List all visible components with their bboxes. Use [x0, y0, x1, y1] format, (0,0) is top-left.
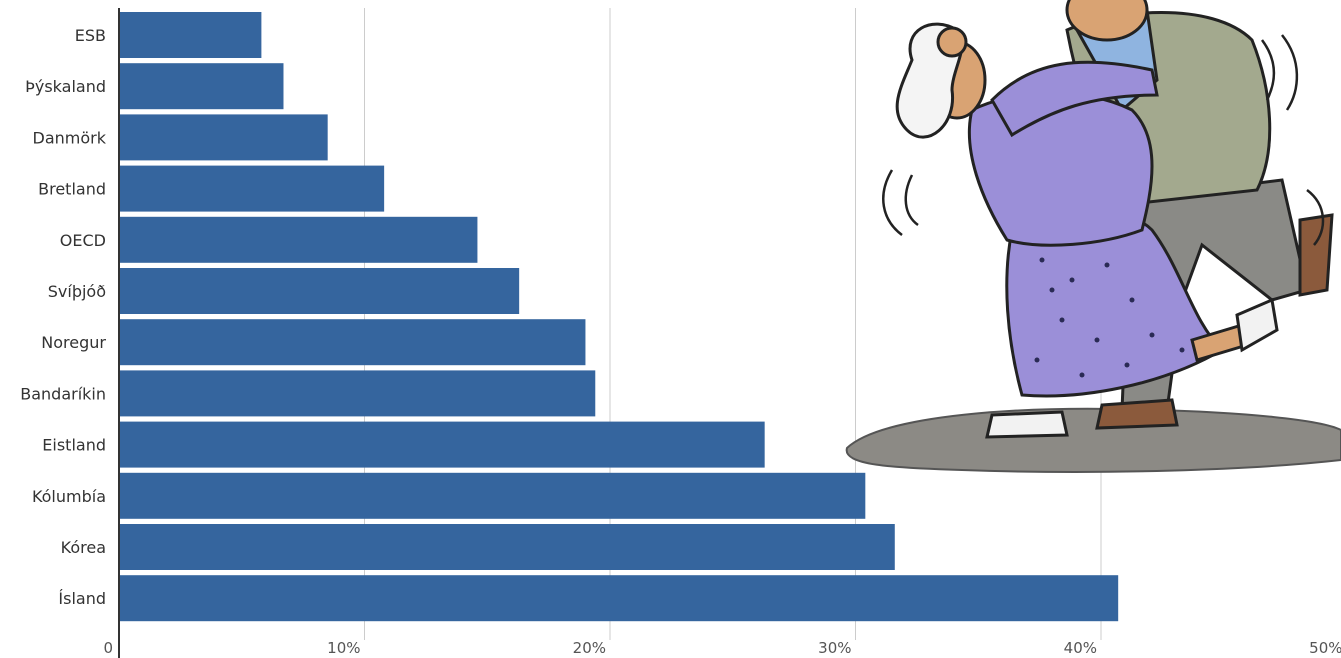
dancing-couple-illustration	[845, 0, 1341, 473]
category-label: Noregur	[41, 333, 106, 352]
x-tick-label: 40%	[1064, 639, 1097, 657]
x-tick-label: 10%	[327, 639, 360, 657]
bar-3	[120, 165, 385, 212]
bar-4	[120, 216, 478, 263]
man-head	[1065, 0, 1149, 42]
category-label: Bandaríkin	[20, 384, 106, 403]
dress-dots	[1034, 257, 1185, 378]
bar-5	[120, 268, 520, 314]
category-label: OECD	[60, 231, 106, 250]
category-labels: ESB Þýskaland Danmörk Bretland OECD Svíþjóð No…	[20, 26, 107, 608]
bar-2	[120, 114, 328, 161]
man-shoe-left	[1095, 398, 1179, 430]
category-label: Bretland	[38, 180, 106, 199]
woman-cardigan	[967, 91, 1154, 247]
floor-shadow	[845, 407, 1341, 473]
bar-11	[120, 575, 1119, 622]
category-label: Þýskaland	[25, 77, 106, 96]
man-shoe-right	[1298, 213, 1334, 297]
woman-hair-bun	[936, 26, 968, 58]
category-label: Danmörk	[33, 128, 107, 147]
x-tick-label: 30%	[818, 639, 851, 657]
category-label: Ísland	[58, 589, 106, 608]
category-label: Svíþjóð	[48, 282, 106, 301]
bar-8	[120, 421, 765, 468]
bar-9	[120, 472, 866, 519]
bar-1	[120, 63, 284, 110]
woman-shoe-left	[985, 410, 1069, 439]
woman-shoe	[1235, 297, 1279, 353]
x-tick-label: 50%	[1309, 639, 1341, 657]
woman-arm	[990, 60, 1159, 138]
category-label: Eistland	[42, 436, 106, 455]
category-label: Kórea	[61, 538, 106, 557]
bars-group	[120, 12, 1119, 622]
bar-10	[120, 524, 895, 570]
x-tick-label: 20%	[573, 639, 606, 657]
category-label: Kólumbía	[32, 487, 106, 506]
motion-lines	[882, 34, 1325, 246]
category-label: ESB	[75, 26, 106, 45]
x-tick-label: 0	[103, 639, 113, 657]
bar-7	[120, 370, 596, 417]
bar-0	[120, 12, 262, 58]
bar-6	[120, 319, 586, 366]
x-tick-labels: 0 10% 20% 30% 40% 50%	[103, 639, 1341, 657]
